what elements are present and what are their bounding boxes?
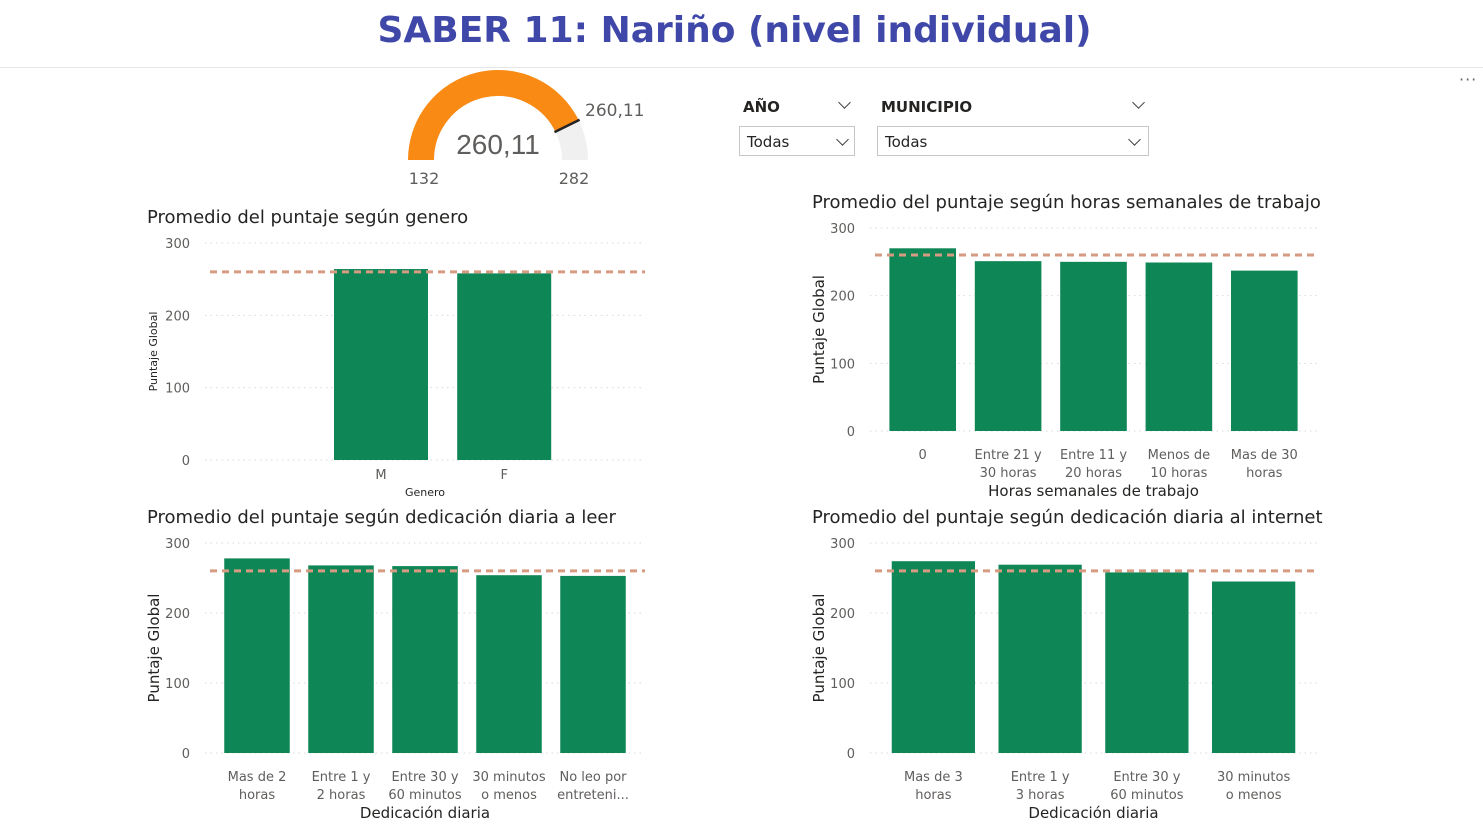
- gauge-center-value: 260,11: [456, 129, 540, 160]
- year-filter-dropdown[interactable]: Todas: [739, 126, 855, 156]
- y-tick-label: 0: [847, 747, 855, 762]
- bar[interactable]: [392, 566, 458, 753]
- x-tick-label: No leo por entreteni...: [557, 770, 629, 803]
- x-axis-label: Horas semanales de trabajo: [988, 482, 1199, 500]
- bar[interactable]: [308, 565, 374, 753]
- y-axis-label: Puntaje Global: [145, 594, 163, 703]
- x-tick-label: 0: [919, 448, 927, 463]
- x-tick-label: Entre 30 y 60 minutos: [1110, 770, 1183, 803]
- bar[interactable]: [457, 273, 552, 460]
- gauge-marker-label: 260,11: [585, 101, 644, 121]
- y-tick-label: 100: [165, 677, 190, 692]
- y-tick-label: 300: [830, 222, 855, 237]
- bar[interactable]: [974, 261, 1042, 431]
- x-axis-label: Dedicación diaria: [1028, 804, 1158, 822]
- gauge-chart: 260,11 260,11 132 282: [408, 70, 644, 188]
- chart-dedicacion-leer: Promedio del puntaje según dedicación di…: [145, 507, 645, 822]
- y-tick-label: 200: [830, 607, 855, 622]
- x-tick-label: F: [500, 468, 507, 483]
- gauge-max-label: 282: [559, 169, 590, 188]
- y-axis-label: Puntaje Global: [147, 312, 160, 392]
- y-tick-label: 200: [165, 309, 190, 324]
- bar[interactable]: [1105, 572, 1189, 753]
- gauge-min-label: 132: [409, 169, 440, 188]
- chart-title: Promedio del puntaje según dedicación di…: [147, 507, 616, 528]
- y-tick-label: 300: [165, 537, 190, 552]
- chart-title: Promedio del puntaje según dedicación di…: [812, 507, 1323, 528]
- bar[interactable]: [889, 248, 957, 431]
- chart-horas-trabajo: Promedio del puntaje según horas semanal…: [810, 192, 1321, 500]
- x-tick-label: Mas de 3 horas: [904, 770, 963, 803]
- x-tick-label: Mas de 2 horas: [228, 770, 287, 803]
- x-tick-label: 30 minutos o menos: [472, 770, 545, 803]
- municipio-collapse-chevron-icon[interactable]: [1132, 96, 1145, 109]
- y-tick-label: 300: [165, 237, 190, 252]
- y-tick-label: 0: [182, 747, 190, 762]
- bar[interactable]: [1230, 270, 1298, 431]
- x-tick-label: Entre 21 y 30 horas: [975, 448, 1042, 481]
- x-axis-label: Dedicación diaria: [360, 804, 490, 822]
- x-tick-label: 30 minutos o menos: [1217, 770, 1290, 803]
- bar[interactable]: [560, 575, 626, 753]
- x-tick-label: Entre 30 y 60 minutos: [388, 770, 461, 803]
- x-tick-label: Mas de 30 horas: [1231, 448, 1298, 481]
- bar[interactable]: [891, 561, 976, 753]
- y-tick-label: 200: [165, 607, 190, 622]
- y-tick-label: 0: [182, 454, 190, 469]
- bar[interactable]: [224, 558, 290, 753]
- y-tick-label: 100: [830, 357, 855, 372]
- bar[interactable]: [1060, 261, 1127, 431]
- municipio-filter-label: MUNICIPIO: [881, 98, 973, 116]
- y-tick-label: 100: [830, 677, 855, 692]
- bar[interactable]: [1145, 262, 1213, 431]
- chart-genero: Promedio del puntaje según genero 0 100 200…: [147, 207, 645, 499]
- x-tick-label: M: [375, 468, 386, 483]
- chart-title: Promedio del puntaje según genero: [147, 207, 468, 228]
- gauge-value-marker: [553, 118, 581, 134]
- y-axis-label: Puntaje Global: [810, 594, 828, 703]
- year-filter-value: Todas: [747, 133, 790, 151]
- y-tick-label: 200: [830, 290, 855, 305]
- x-axis-label: Genero: [405, 486, 445, 499]
- gauge-fill: [408, 70, 579, 161]
- bar[interactable]: [998, 564, 1082, 753]
- bar[interactable]: [476, 575, 542, 753]
- year-collapse-chevron-icon[interactable]: [838, 96, 851, 109]
- x-tick-label: Menos de 10 horas: [1148, 448, 1211, 481]
- municipio-filter-dropdown[interactable]: Todas: [877, 126, 1149, 156]
- chevron-down-icon: [1128, 133, 1141, 146]
- y-tick-label: 0: [847, 425, 855, 440]
- more-options-icon[interactable]: ···: [1459, 70, 1478, 89]
- chevron-down-icon: [836, 133, 849, 146]
- bar[interactable]: [334, 269, 428, 460]
- year-filter-label: AÑO: [743, 98, 780, 116]
- y-tick-label: 300: [830, 537, 855, 552]
- municipio-filter-value: Todas: [885, 133, 928, 151]
- bar[interactable]: [1211, 581, 1296, 754]
- chart-dedicacion-internet: Promedio del puntaje según dedicación di…: [810, 507, 1323, 822]
- x-tick-label: Entre 11 y 20 horas: [1060, 448, 1127, 481]
- y-axis-label: Puntaje Global: [810, 275, 828, 384]
- chart-title: Promedio del puntaje según horas semanal…: [812, 192, 1321, 213]
- page-title: SABER 11: Nariño (nivel individual): [377, 10, 1092, 51]
- y-tick-label: 100: [165, 382, 190, 397]
- title-divider: [0, 67, 1483, 68]
